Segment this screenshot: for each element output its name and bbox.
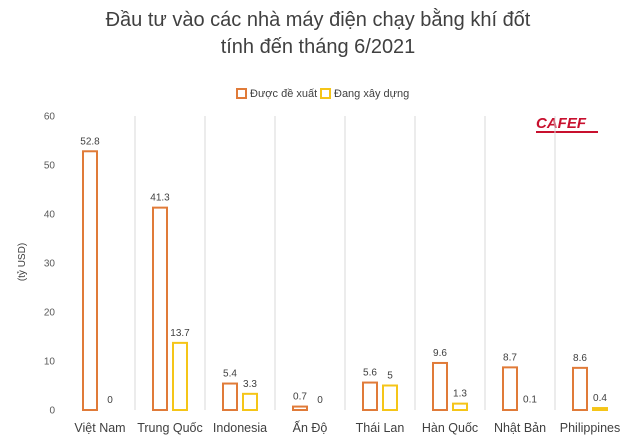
data-label: 5 (387, 371, 393, 382)
category-label: Hàn Quốc (422, 421, 478, 435)
y-tick-label: 30 (44, 259, 56, 270)
bars (82, 150, 608, 412)
data-label: 41.3 (150, 193, 170, 204)
bar-proposed (222, 382, 238, 412)
data-label: 9.6 (433, 348, 447, 359)
data-label: 1.3 (453, 389, 467, 400)
bar-proposed (82, 150, 98, 411)
data-label: 0 (107, 395, 113, 406)
bar-proposed (572, 366, 588, 411)
bar-proposed (152, 206, 168, 411)
data-label: 8.6 (573, 353, 587, 364)
category-label: Indonesia (213, 421, 267, 435)
data-label: 5.4 (223, 369, 237, 380)
data-label: 0.7 (293, 392, 307, 403)
y-tick-label: 20 (44, 308, 56, 319)
data-label: 3.3 (243, 379, 257, 390)
data-label: 0.4 (593, 393, 607, 404)
y-axis-label: (tỷ USD) (16, 243, 28, 281)
category-separators (134, 116, 556, 410)
bar-under-construction (242, 392, 258, 411)
legend-label-proposed: Được đề xuất (250, 88, 317, 100)
legend-swatch-proposed (236, 88, 247, 99)
data-label: 8.7 (503, 352, 517, 363)
data-labels: 52.8 0 41.3 13.7 5.4 3.3 0.7 0 5.6 5 9.6 1.3 8.7 0.1 8… (80, 136, 607, 406)
legend: Được đề xuất Đang xây dựng (236, 88, 409, 100)
bar-proposed (502, 366, 518, 411)
y-tick-label: 40 (44, 210, 56, 221)
data-label: 0.1 (523, 395, 537, 406)
legend-swatch-under-construction (320, 88, 331, 99)
bar-under-construction (452, 402, 468, 412)
y-tick-label: 10 (44, 357, 56, 368)
category-label: Việt Nam (74, 421, 125, 435)
bar-under-construction (382, 384, 398, 411)
category-label: Thái Lan (356, 421, 405, 435)
y-tick-label: 60 (44, 112, 56, 123)
y-tick-label: 50 (44, 161, 56, 172)
bar-proposed (362, 381, 378, 411)
category-label: Philippines (560, 421, 620, 435)
chart-title-line2: tính đến tháng 6/2021 (221, 36, 416, 58)
legend-label-under-construction: Đang xây dựng (334, 88, 409, 100)
category-label: Nhật Bản (494, 421, 546, 435)
cafef-logo: CAFEF (536, 115, 598, 133)
bar-under-construction (172, 341, 188, 411)
chart-title-line1: Đầu tư vào các nhà máy điện chạy bằng kh… (106, 8, 531, 31)
data-label: 0 (317, 395, 323, 406)
cafef-logo-text: CAFEF (536, 115, 587, 132)
category-labels: Việt Nam Trung Quốc Indonesia Ấn Độ Thái Lan… (74, 420, 620, 435)
data-label: 52.8 (80, 136, 100, 147)
data-label: 13.7 (170, 328, 190, 339)
category-label: Trung Quốc (137, 421, 203, 435)
cafef-logo-underline (536, 131, 598, 133)
y-axis-ticks: 0 10 20 30 40 50 60 (44, 112, 56, 417)
bar-under-construction (592, 407, 608, 412)
bar-proposed (292, 405, 308, 412)
bar-proposed (432, 361, 448, 411)
category-label: Ấn Độ (293, 420, 328, 435)
data-label: 5.6 (363, 368, 377, 379)
y-tick-label: 0 (49, 406, 55, 417)
